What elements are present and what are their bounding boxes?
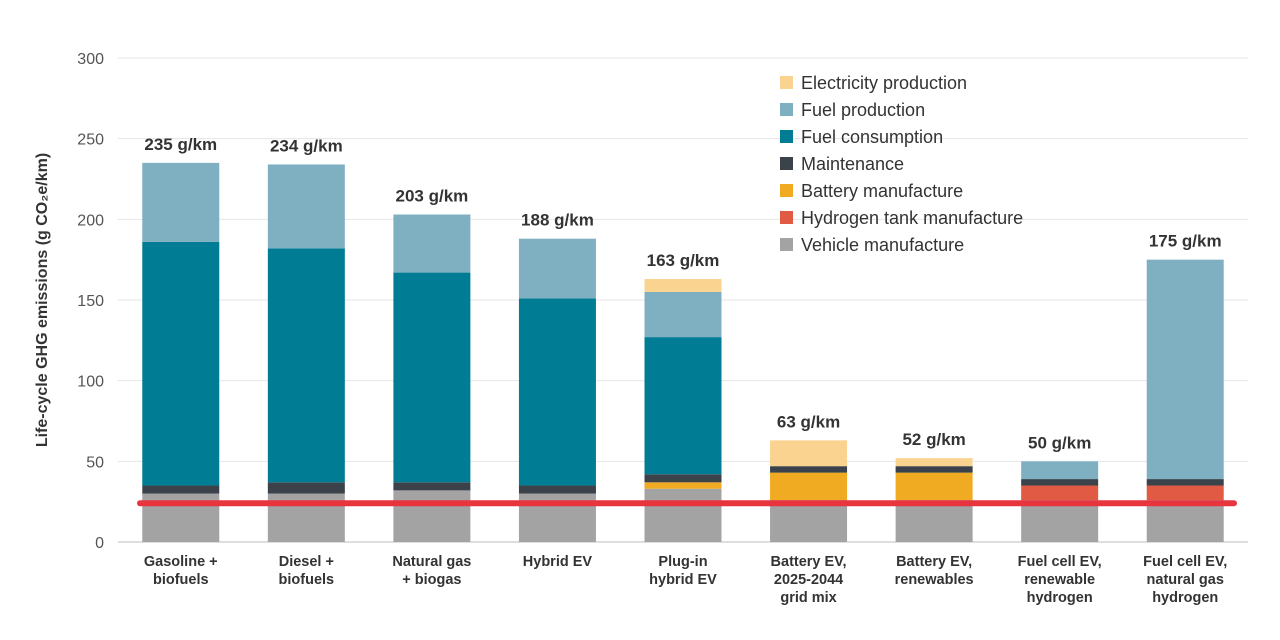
category-label: Gasoline +: [144, 554, 218, 570]
bar-segment-fuel-production: [142, 162, 220, 242]
category-label: natural gas: [1147, 572, 1224, 588]
bar-segment-vehicle-manufacture: [895, 500, 973, 542]
bars: [142, 162, 1224, 542]
legend-swatch: [780, 103, 793, 116]
total-label: 188 g/km: [521, 211, 594, 230]
legend-swatch: [780, 211, 793, 224]
total-label: 235 g/km: [144, 135, 217, 154]
legend-label: Hydrogen tank manufacture: [801, 208, 1023, 228]
bar-segment-maintenance: [142, 485, 220, 494]
legend-label: Electricity production: [801, 73, 967, 93]
category-label: renewable: [1024, 572, 1095, 588]
y-tick-label: 200: [77, 212, 104, 229]
bar-segment-fuel-production: [393, 214, 471, 273]
category-label: hydrogen: [1027, 590, 1093, 606]
y-tick-label: 250: [77, 132, 104, 149]
total-label: 234 g/km: [270, 136, 343, 155]
bar-segment-electricity-production: [895, 458, 973, 467]
total-label: 163 g/km: [647, 251, 720, 270]
y-axis-label: Life-cycle GHG emissions (g CO₂e/km): [34, 153, 51, 447]
category-label: renewables: [895, 572, 974, 588]
bar-segment-fuel-consumption: [644, 337, 722, 475]
y-tick-label: 100: [77, 374, 104, 391]
bar-segment-maintenance: [518, 485, 596, 494]
category-label: hybrid EV: [649, 572, 717, 588]
legend-swatch: [780, 76, 793, 89]
bar-segment-fuel-consumption: [393, 272, 471, 483]
bar-segment-battery-manufacture: [770, 472, 848, 501]
bar-segment-electricity-production: [644, 279, 722, 292]
category-label: Natural gas: [392, 554, 471, 570]
bar-segment-maintenance: [895, 466, 973, 473]
category-label: grid mix: [780, 590, 836, 606]
bar-segment-hydrogen-tank-manufacture: [1021, 485, 1099, 501]
bar-segment-maintenance: [770, 466, 848, 473]
category-label: Battery EV,: [896, 554, 972, 570]
bar-segment-maintenance: [1021, 479, 1099, 486]
bar-segment-fuel-production: [267, 164, 345, 249]
y-axis-ticks: 0 50 100 150 200 250 300: [77, 51, 104, 552]
bar-segment-vehicle-manufacture: [1021, 500, 1099, 542]
legend-label: Fuel consumption: [801, 127, 943, 147]
legend-label: Battery manufacture: [801, 181, 963, 201]
total-label: 52 g/km: [902, 430, 965, 449]
total-label: 63 g/km: [777, 412, 840, 431]
category-label: biofuels: [153, 572, 209, 588]
legend-swatch: [780, 157, 793, 170]
category-label: Battery EV,: [771, 554, 847, 570]
y-tick-label: 0: [95, 535, 104, 552]
bar-segment-maintenance: [1146, 479, 1224, 486]
bar-segment-vehicle-manufacture: [644, 488, 722, 542]
category-label: Fuel cell EV,: [1018, 554, 1102, 570]
legend-swatch: [780, 184, 793, 197]
bar-segment-maintenance: [644, 474, 722, 483]
category-label: 2025-2044: [774, 572, 843, 588]
total-labels: 235 g/km 234 g/km 203 g/km 188 g/km 163 g/km…: [144, 135, 1221, 452]
y-tick-label: 50: [86, 454, 104, 471]
bar-segment-fuel-production: [644, 291, 722, 338]
bar-segment-fuel-production: [518, 238, 596, 299]
bar-segment-electricity-production: [770, 440, 848, 467]
legend-label: Vehicle manufacture: [801, 235, 964, 255]
y-tick-label: 300: [77, 51, 104, 68]
bar-segment-maintenance: [267, 482, 345, 494]
category-label: biofuels: [279, 572, 335, 588]
category-label: hydrogen: [1152, 590, 1218, 606]
bar-segment-vehicle-manufacture: [1146, 500, 1224, 542]
category-label: Diesel +: [279, 554, 334, 570]
bar-segment-fuel-consumption: [267, 248, 345, 483]
bar-segment-battery-manufacture: [895, 472, 973, 501]
bar-segment-fuel-production: [1021, 461, 1099, 480]
category-label: Plug-in: [658, 554, 707, 570]
legend-swatch: [780, 238, 793, 251]
category-label: Fuel cell EV,: [1143, 554, 1227, 570]
total-label: 203 g/km: [396, 186, 469, 205]
legend-swatch: [780, 130, 793, 143]
bar-segment-hydrogen-tank-manufacture: [1146, 485, 1224, 501]
legend-label: Fuel production: [801, 100, 925, 120]
y-tick-label: 150: [77, 293, 104, 310]
bar-segment-maintenance: [393, 482, 471, 491]
bar-segment-vehicle-manufacture: [393, 490, 471, 542]
bar-segment-fuel-consumption: [142, 241, 220, 486]
legend-label: Maintenance: [801, 154, 904, 174]
total-label: 175 g/km: [1149, 232, 1222, 251]
total-label: 50 g/km: [1028, 433, 1091, 452]
legend: Electricity production Fuel production Fue…: [780, 73, 1023, 255]
category-label: + biogas: [402, 572, 461, 588]
bar-segment-fuel-production: [1146, 259, 1224, 480]
category-label: Hybrid EV: [523, 554, 593, 570]
bar-segment-vehicle-manufacture: [770, 500, 848, 542]
x-axis-categories: Gasoline + biofuels Diesel + biofuels Natura…: [144, 554, 1227, 606]
bar-segment-fuel-consumption: [518, 298, 596, 486]
bar-segment-battery-manufacture: [644, 482, 722, 489]
